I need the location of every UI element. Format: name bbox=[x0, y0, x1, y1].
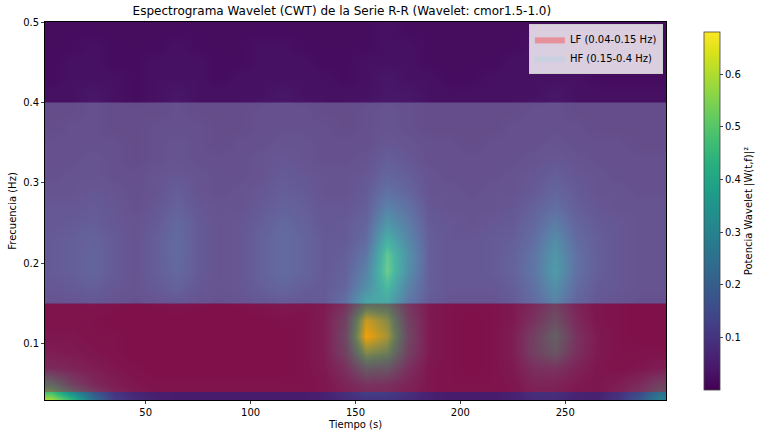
svg-text:250: 250 bbox=[556, 407, 575, 418]
svg-text:Espectrograma Wavelet (CWT) de: Espectrograma Wavelet (CWT) de la Serie … bbox=[133, 4, 552, 18]
svg-text:150: 150 bbox=[346, 407, 365, 418]
svg-text:0.3: 0.3 bbox=[23, 177, 39, 188]
svg-text:Frecuencia (Hz): Frecuencia (Hz) bbox=[7, 172, 18, 250]
svg-text:Potencia Wavelet |W(t,f)|²: Potencia Wavelet |W(t,f)|² bbox=[743, 147, 755, 275]
svg-text:0.3: 0.3 bbox=[725, 227, 741, 238]
svg-text:0.4: 0.4 bbox=[23, 97, 39, 108]
svg-text:0.6: 0.6 bbox=[725, 69, 741, 80]
svg-text:0.5: 0.5 bbox=[23, 17, 39, 28]
svg-text:HF (0.15-0.4 Hz): HF (0.15-0.4 Hz) bbox=[570, 53, 652, 64]
svg-text:LF (0.04-0.15 Hz): LF (0.04-0.15 Hz) bbox=[570, 34, 656, 45]
svg-text:0.1: 0.1 bbox=[725, 332, 741, 343]
svg-text:0.5: 0.5 bbox=[725, 121, 741, 132]
svg-text:0.2: 0.2 bbox=[725, 279, 741, 290]
svg-text:100: 100 bbox=[241, 407, 260, 418]
svg-text:50: 50 bbox=[139, 407, 152, 418]
svg-text:Tiempo (s): Tiempo (s) bbox=[328, 419, 382, 430]
svg-text:0.4: 0.4 bbox=[725, 174, 741, 185]
svg-text:200: 200 bbox=[451, 407, 470, 418]
svg-text:0.1: 0.1 bbox=[23, 338, 39, 349]
svg-text:0.2: 0.2 bbox=[23, 258, 39, 269]
